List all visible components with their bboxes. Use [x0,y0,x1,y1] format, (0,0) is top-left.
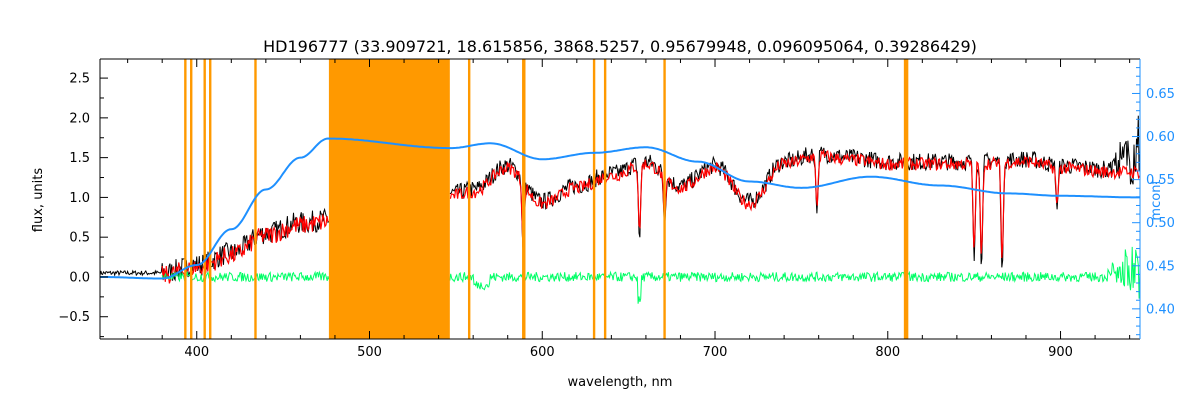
residual-line [161,246,1141,304]
masked-line [905,59,909,339]
x-tick-label: 500 [357,345,382,360]
masked-band [328,59,450,339]
continuum-line [100,137,1140,280]
y-tick-label: 0.0 [69,270,90,285]
chart-title: HD196777 (33.909721, 18.615856, 3868.525… [263,37,977,56]
masked-line [190,59,193,339]
y2-tick-label: 0.40 [1146,302,1175,317]
masked-line [467,59,471,339]
y-tick-label: 2.0 [69,111,90,126]
y-axis-label: flux, units [31,168,46,233]
masked-line [603,59,607,339]
y-tick-label: 0.5 [69,231,90,246]
masked-line [903,59,907,339]
x-tick-label: 600 [530,345,555,360]
y2-axis-label: mcont [1149,179,1164,220]
y2-tick-label: 0.65 [1146,87,1175,102]
y-tick-label: 2.5 [69,72,90,87]
plot-area: 400 500 600 700 800 900 −0.5 0.0 0.5 1.0 1.5 2.0 2.5… [58,58,1175,360]
x-tick-label: 400 [184,345,209,360]
x-axis-label: wavelength, nm [568,375,673,390]
x-tick-label: 700 [703,345,728,360]
x-tick-label: 900 [1048,345,1073,360]
masked-line [209,59,212,339]
y-tick-label: −0.5 [58,310,90,325]
y2-tick-label: 0.55 [1146,173,1175,188]
masked-line [523,59,526,339]
y-tick-label: 1.5 [69,151,90,166]
masked-line [592,59,596,339]
masked-line [203,59,206,339]
y2-tick-label: 0.45 [1146,259,1175,274]
x-tick-label: 800 [875,345,900,360]
y2-tick-label: 0.50 [1146,216,1175,231]
masked-line [663,59,666,339]
y-tick-label: 1.0 [69,191,90,206]
y2-tick-label: 0.60 [1146,130,1175,145]
masked-line [184,59,187,339]
